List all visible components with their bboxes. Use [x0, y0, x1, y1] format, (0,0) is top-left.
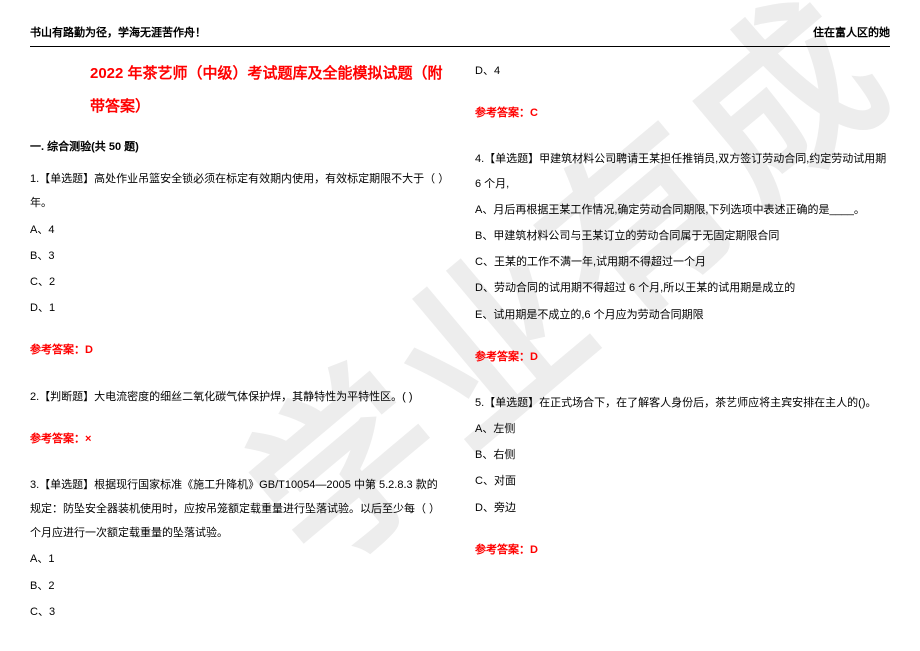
q3-opt-d: D、4	[475, 59, 890, 83]
exam-title: 2022 年茶艺师（中级）考试题库及全能模拟试题（附带答案）	[30, 57, 445, 123]
header: 书山有路勤为径，学海无涯苦作舟！ 住在富人区的她	[30, 24, 890, 40]
q4-opt-a: A、月后再根据王某工作情况,确定劳动合同期限,下列选项中表述正确的是____。	[475, 198, 890, 222]
q5-opt-a: A、左侧	[475, 417, 890, 441]
q1-text: 1.【单选题】高处作业吊篮安全锁必须在标定有效期内使用，有效标定期限不大于（ ）…	[30, 167, 445, 215]
q1-opt-c: C、2	[30, 270, 445, 294]
q4-opt-c: C、王某的工作不满一年,试用期不得超过一个月	[475, 250, 890, 274]
q5-answer: 参考答案：D	[475, 538, 890, 562]
q5-opt-c: C、对面	[475, 469, 890, 493]
q1-answer: 参考答案：D	[30, 338, 445, 362]
q5-opt-b: B、右侧	[475, 443, 890, 467]
q4-opt-e: E、试用期是不成立的,6 个月应为劳动合同期限	[475, 303, 890, 327]
header-left: 书山有路勤为径，学海无涯苦作舟！	[30, 24, 206, 40]
header-right: 住在富人区的她	[813, 24, 890, 40]
q2-answer: 参考答案：×	[30, 427, 445, 451]
q4-answer: 参考答案：D	[475, 345, 890, 369]
q1-opt-a: A、4	[30, 218, 445, 242]
q5-opt-d: D、旁边	[475, 496, 890, 520]
page: 书山有路勤为径，学海无涯苦作舟！ 住在富人区的她 2022 年茶艺师（中级）考试…	[0, 0, 920, 648]
left-column: 2022 年茶艺师（中级）考试题库及全能模拟试题（附带答案） 一. 综合测验(共…	[30, 57, 445, 624]
q3-opt-a: A、1	[30, 547, 445, 571]
q3-text: 3.【单选题】根据现行国家标准《施工升降机》GB/T10054—2005 中第 …	[30, 473, 445, 546]
right-column: D、4 参考答案：C 4.【单选题】甲建筑材料公司聘请王某担任推销员,双方签订劳…	[475, 57, 890, 624]
q4-text: 4.【单选题】甲建筑材料公司聘请王某担任推销员,双方签订劳动合同,约定劳动试用期…	[475, 147, 890, 195]
q5-text: 5.【单选题】在正式场合下，在了解客人身份后，茶艺师应将主宾安排在主人的()。	[475, 391, 890, 415]
section-heading: 一. 综合测验(共 50 题)	[30, 135, 445, 159]
q1-opt-d: D、1	[30, 296, 445, 320]
q3-answer: 参考答案：C	[475, 101, 890, 125]
q3-opt-b: B、2	[30, 574, 445, 598]
header-divider	[30, 46, 890, 47]
q1-opt-b: B、3	[30, 244, 445, 268]
q4-opt-d: D、劳动合同的试用期不得超过 6 个月,所以王某的试用期是成立的	[475, 276, 890, 300]
q3-opt-c: C、3	[30, 600, 445, 624]
content-columns: 2022 年茶艺师（中级）考试题库及全能模拟试题（附带答案） 一. 综合测验(共…	[30, 57, 890, 624]
q4-opt-b: B、甲建筑材料公司与王某订立的劳动合同属于无固定期限合同	[475, 224, 890, 248]
q2-text: 2.【判断题】大电流密度的细丝二氧化碳气体保护焊，其静特性为平特性区。( )	[30, 385, 445, 409]
